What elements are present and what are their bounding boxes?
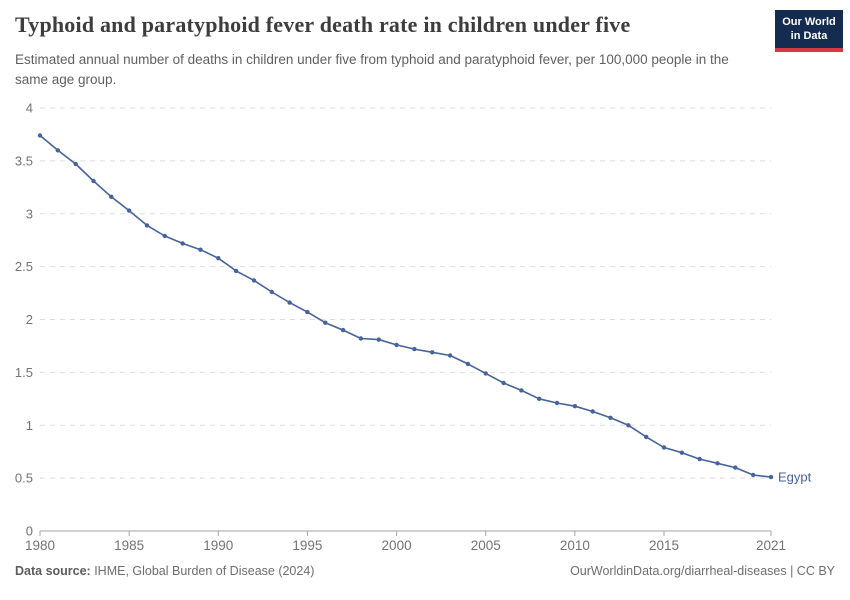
data-point[interactable] — [608, 415, 613, 420]
data-point[interactable] — [554, 400, 560, 406]
owid-logo-line1: Our World — [782, 16, 836, 28]
y-tick-label: 4 — [26, 101, 33, 116]
y-tick-label: 0.5 — [15, 471, 33, 486]
data-point[interactable] — [216, 256, 221, 261]
line-series-egypt[interactable] — [39, 134, 772, 478]
data-point[interactable] — [501, 380, 506, 386]
y-tick-label: 2.5 — [15, 259, 33, 274]
y-tick-label: 1.5 — [15, 365, 33, 380]
data-point[interactable] — [144, 223, 150, 228]
x-tick-label: 2015 — [649, 538, 679, 553]
chart-subtitle: Estimated annual number of deaths in chi… — [15, 52, 729, 87]
data-point[interactable] — [483, 371, 488, 376]
x-tick-label: 1995 — [292, 538, 322, 553]
data-point[interactable] — [180, 241, 185, 246]
y-tick-label: 3.5 — [15, 153, 33, 168]
y-tick-label: 1 — [26, 418, 33, 433]
x-tick-label: 2010 — [560, 538, 590, 553]
owid-url-license-link[interactable]: OurWorldinData.org/diarrheal-diseases | … — [570, 564, 835, 578]
data-point[interactable] — [305, 309, 310, 315]
owid-logo[interactable]: Our World in Data — [775, 10, 843, 52]
data-point[interactable] — [644, 434, 649, 440]
data-point[interactable] — [537, 396, 542, 401]
data-point[interactable] — [323, 320, 328, 325]
data-point[interactable] — [340, 327, 346, 333]
x-tick-label: 2021 — [756, 538, 786, 553]
data-point[interactable] — [768, 474, 774, 480]
data-source-label: Data source: — [15, 564, 91, 578]
data-point[interactable] — [697, 456, 702, 462]
data-point[interactable] — [198, 247, 203, 252]
data-source-value: IHME, Global Burden of Disease (2024) — [90, 564, 315, 578]
data-point[interactable] — [661, 445, 667, 450]
data-point[interactable] — [394, 342, 399, 348]
data-point[interactable] — [73, 161, 78, 167]
data-point[interactable] — [679, 450, 685, 455]
data-point[interactable] — [572, 404, 578, 409]
data-point[interactable] — [251, 278, 257, 283]
y-tick-label: 2 — [26, 312, 33, 327]
data-point[interactable] — [626, 423, 631, 428]
chart-footer: Data source: IHME, Global Burden of Dise… — [15, 563, 835, 579]
data-point[interactable] — [269, 289, 274, 295]
data-point[interactable] — [233, 268, 239, 274]
data-point[interactable] — [162, 233, 167, 239]
data-point[interactable] — [109, 194, 114, 199]
owid-logo-line2: in Data — [790, 29, 828, 42]
data-point[interactable] — [37, 133, 43, 138]
x-tick-label: 2000 — [382, 538, 412, 553]
x-tick-label: 1980 — [25, 538, 55, 553]
data-point[interactable] — [751, 472, 756, 478]
data-source-note: Data source: IHME, Global Burden of Dise… — [15, 563, 314, 579]
data-point[interactable] — [519, 388, 524, 393]
y-tick-label: 0 — [26, 524, 33, 539]
page-title: Typhoid and paratyphoid fever death rate… — [15, 12, 631, 37]
x-tick-label: 1990 — [203, 538, 233, 553]
data-point[interactable] — [55, 148, 60, 153]
data-point[interactable] — [465, 361, 471, 367]
data-point[interactable] — [358, 336, 364, 341]
data-point[interactable] — [412, 346, 417, 352]
data-point[interactable] — [126, 208, 132, 213]
data-point[interactable] — [447, 353, 453, 358]
data-point[interactable] — [91, 178, 96, 184]
y-tick-label: 3 — [26, 206, 33, 221]
data-point[interactable] — [733, 465, 738, 470]
series-end-label-egypt[interactable]: Egypt — [778, 470, 812, 485]
data-point[interactable] — [376, 337, 381, 342]
data-point[interactable] — [715, 461, 720, 466]
data-point[interactable] — [590, 409, 595, 414]
x-tick-label: 2005 — [471, 538, 501, 553]
data-point[interactable] — [430, 350, 435, 355]
x-tick-label: 1985 — [114, 538, 144, 553]
data-point[interactable] — [287, 300, 292, 305]
